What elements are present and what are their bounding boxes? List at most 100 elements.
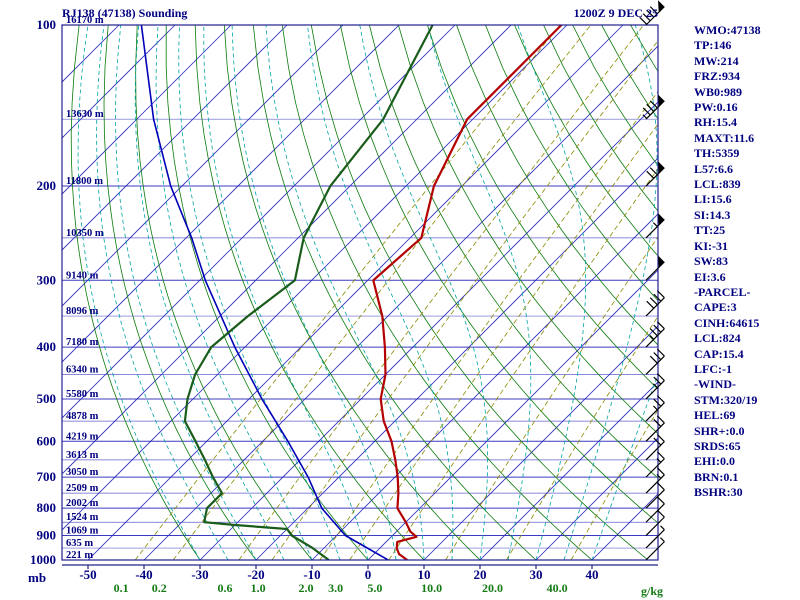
- wind-barb: [645, 496, 665, 523]
- index-line: STM:320/19: [694, 392, 758, 407]
- wind-barb: [645, 415, 665, 442]
- mixing-ratio-lines: [134, 25, 658, 560]
- temp-tick-label: 10: [418, 567, 431, 582]
- mixing-ratio-labels: 0.1 0.2 0.6 1.0 2.0 3.0 5.0 10.0 20.0 40.0: [114, 581, 568, 595]
- mixing-ratio-label: 0.6: [217, 581, 232, 595]
- temp-tick-label: 30: [530, 567, 543, 582]
- moist-adiabats: [77, 25, 658, 560]
- index-line: WMO:47138: [694, 23, 761, 37]
- index-line: FRZ:934: [694, 69, 740, 84]
- altitude-label: 2002 m: [66, 498, 99, 509]
- index-line: CAPE:3: [694, 300, 737, 315]
- index-line: RH:15.4: [694, 115, 737, 130]
- index-line: SW:83: [694, 254, 729, 269]
- index-line: MAXT:11.6: [694, 130, 755, 145]
- pressure-tick-label: 600: [37, 433, 57, 448]
- altitude-label: 4878 m: [66, 411, 99, 422]
- wind-barbs: [639, 0, 665, 561]
- wind-barb: [645, 213, 665, 239]
- index-line: LI:15.6: [694, 192, 732, 207]
- temp-axis: -50 -40 -30 -20 -10 0 10 20 30 40: [62, 564, 658, 582]
- altitude-label: 6340 m: [66, 364, 99, 375]
- chart-title: RJ138 (47138) Sounding: [62, 6, 188, 20]
- temp-tick-label: -30: [191, 567, 208, 582]
- temp-tick-label: 40: [586, 567, 599, 582]
- index-line: MW:214: [694, 53, 739, 68]
- index-line: -PARCEL-: [694, 284, 751, 299]
- index-line: SI:14.3: [694, 207, 731, 222]
- mixing-ratio-label: 20.0: [482, 581, 503, 595]
- altitude-label: 4219 m: [66, 431, 99, 442]
- temp-tick-label: -50: [79, 567, 96, 582]
- wind-barb: [645, 509, 665, 536]
- pressure-tick-label: 200: [37, 178, 57, 193]
- index-line: CINH:64615: [694, 315, 760, 330]
- wind-barb: [645, 161, 665, 187]
- mixing-ratio-label: 0.1: [114, 581, 129, 595]
- dry-adiabats: [70, 25, 658, 560]
- index-line: TH:5359: [694, 146, 740, 161]
- index-line: BSHR:30: [694, 485, 743, 500]
- index-line: WB0:989: [694, 84, 742, 99]
- altitude-label: 635 m: [66, 538, 93, 549]
- temp-tick-label: -10: [303, 567, 320, 582]
- index-line: PW:0.16: [694, 100, 738, 115]
- temperature-trace: [372, 25, 563, 560]
- index-line: L57:6.6: [694, 161, 733, 176]
- index-line: LCL:839: [694, 177, 741, 192]
- temp-tick-label: -40: [135, 567, 152, 582]
- mixing-ratio-label: 1.0: [251, 581, 266, 595]
- index-line: TT:25: [694, 223, 726, 238]
- mixing-ratio-label: 10.0: [421, 581, 442, 595]
- pressure-unit-label: mb: [28, 570, 47, 585]
- pressure-gridlines: [62, 25, 658, 560]
- index-line: EHI:0.0: [694, 454, 736, 469]
- altitude-label: 3613 m: [66, 450, 99, 461]
- dewpoint-trace: [183, 25, 434, 560]
- wind-barb: [645, 451, 665, 478]
- altitude-label: 1069 m: [66, 526, 99, 537]
- index-line: LCL:824: [694, 331, 741, 346]
- index-line: EI:3.6: [694, 269, 726, 284]
- temp-tick-label: 0: [365, 567, 372, 582]
- pressure-tick-label: 800: [37, 500, 57, 515]
- index-line: -WIND-: [694, 377, 736, 392]
- altitude-label: 10350 m: [66, 228, 104, 239]
- altitude-label: 8096 m: [66, 306, 99, 317]
- mixing-ratio-label: 2.0: [298, 581, 313, 595]
- index-line: LFC:-1: [694, 361, 732, 376]
- wind-barb: [645, 482, 665, 509]
- mixing-ratio-label: 3.0: [328, 581, 343, 595]
- pressure-tick-label: 900: [37, 528, 57, 543]
- pressure-axis-labels: 100 200 300 400 500 600 700 800 900 1000: [30, 17, 56, 567]
- mixing-ratio-unit-label: g/kg: [641, 584, 664, 598]
- wind-barb: [645, 537, 665, 561]
- index-line: CAP:15.4: [694, 346, 744, 361]
- wind-barb: [645, 395, 665, 422]
- wind-barb: [639, 0, 665, 26]
- pressure-tick-label: 700: [37, 469, 57, 484]
- altitude-label: 16170 m: [66, 15, 104, 26]
- isotherms: [62, 25, 658, 560]
- pressure-tick-label: 500: [37, 391, 57, 406]
- wind-barb: [645, 434, 665, 461]
- pressure-tick-label: 100: [37, 17, 57, 32]
- plot-area: [62, 25, 658, 560]
- index-line: BRN:0.1: [694, 469, 739, 484]
- index-line: KI:-31: [694, 238, 728, 253]
- pressure-tick-label: 400: [37, 339, 57, 354]
- altitude-label: 3050 m: [66, 467, 99, 478]
- chart-datetime: 1200Z 9 DEC 25: [573, 6, 658, 20]
- altitude-label: 13630 m: [66, 109, 104, 120]
- wind-barb: [645, 467, 665, 494]
- wind-barb: [645, 525, 665, 549]
- wind-barb: [645, 321, 665, 348]
- altitude-labels: 16170 m 13630 m 11800 m 10350 m 9140 m 8096 m…: [66, 15, 104, 561]
- altitude-label: 1524 m: [66, 512, 99, 523]
- wind-barb: [642, 94, 665, 120]
- parcel-trace: [140, 25, 389, 560]
- mixing-ratio-label: 5.0: [367, 581, 382, 595]
- plot-border: [61, 24, 659, 561]
